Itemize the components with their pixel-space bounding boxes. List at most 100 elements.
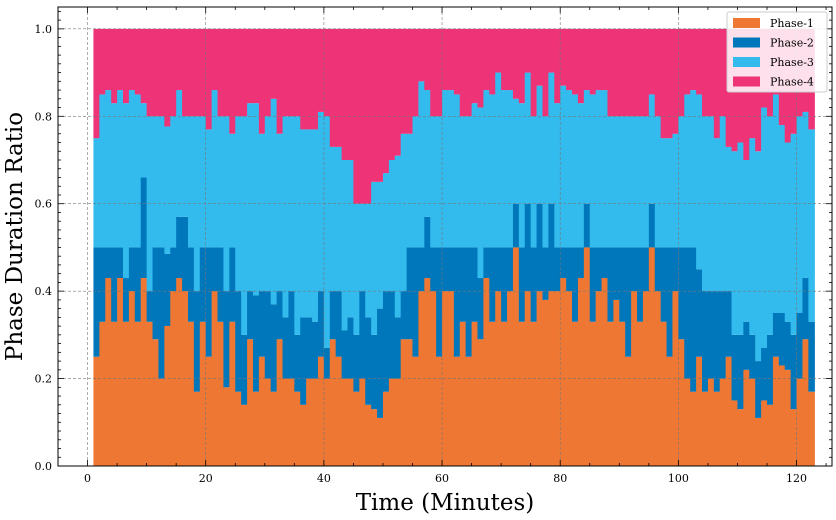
bar-segment-phase-2 <box>282 317 290 379</box>
bar-segment-phase-3 <box>371 181 378 335</box>
bar-segment-phase-3 <box>772 94 780 314</box>
bar-segment-phase-4 <box>99 28 106 95</box>
bar-segment-phase-4 <box>211 28 219 91</box>
bar-segment-phase-4 <box>572 28 579 95</box>
bar-segment-phase-1 <box>625 356 632 466</box>
bar-segment-phase-4 <box>495 28 502 73</box>
bar-segment-phase-1 <box>193 391 201 466</box>
bar-segment-phase-2 <box>211 247 219 292</box>
bar-segment-phase-2 <box>637 247 644 322</box>
bar-segment-phase-4 <box>388 28 396 160</box>
bar-segment-phase-1 <box>365 404 372 466</box>
bar-segment-phase-2 <box>678 247 685 340</box>
bar-segment-phase-1 <box>767 404 774 466</box>
bar-segment-phase-3 <box>359 203 366 292</box>
bar-segment-phase-1 <box>134 321 142 466</box>
bar-segment-phase-1 <box>713 391 721 466</box>
bar-segment-phase-4 <box>548 28 555 73</box>
bar-segment-phase-2 <box>252 295 260 392</box>
bar-segment-phase-2 <box>406 247 414 340</box>
bar-segment-phase-2 <box>808 321 815 392</box>
bar-segment-phase-3 <box>193 116 201 292</box>
bar-segment-phase-2 <box>784 321 792 370</box>
bar-segment-phase-2 <box>382 291 390 392</box>
bar-segment-phase-2 <box>418 247 425 292</box>
bar-segment-phase-3 <box>442 90 449 248</box>
bar-segment-phase-2 <box>323 347 331 379</box>
bar-segment-phase-2 <box>572 247 579 322</box>
bar-segment-phase-3 <box>247 103 254 292</box>
bar-segment-phase-4 <box>702 28 709 117</box>
bar-segment-phase-3 <box>542 116 549 248</box>
bar-segment-phase-2 <box>690 247 697 392</box>
bar-segment-phase-4 <box>459 28 467 117</box>
bar-segment-phase-4 <box>235 28 242 117</box>
bar-segment-phase-1 <box>105 278 112 466</box>
bar-segment-phase-1 <box>648 247 656 466</box>
bar-segment-phase-3 <box>507 90 514 248</box>
bar-segment-phase-3 <box>382 173 390 292</box>
bar-segment-phase-4 <box>465 28 473 117</box>
bar-segment-phase-2 <box>772 313 780 357</box>
x-tick-label: 80 <box>553 472 567 485</box>
bar-segment-phase-2 <box>607 247 614 322</box>
bar-segment-phase-2 <box>424 216 431 279</box>
bar-segment-phase-2 <box>767 334 774 405</box>
bar-segment-phase-2 <box>359 291 366 379</box>
bar-segment-phase-4 <box>105 28 112 91</box>
bar-segment-phase-3 <box>595 90 603 248</box>
bar-segment-phase-3 <box>312 129 319 322</box>
legend: Phase-1 Phase-2 Phase-3 Phase-4 <box>726 11 828 93</box>
bar-segment-phase-2 <box>205 247 213 357</box>
bar-segment-phase-3 <box>660 138 668 248</box>
bar-segment-phase-4 <box>613 28 620 117</box>
bar-segment-phase-3 <box>778 125 786 313</box>
bar-segment-phase-4 <box>258 28 266 134</box>
bar-segment-phase-1 <box>542 299 549 466</box>
bar-segment-phase-1 <box>453 356 461 466</box>
bar-segment-phase-4 <box>436 28 443 117</box>
bar-segment-phase-2 <box>128 247 136 292</box>
bar-segment-phase-2 <box>152 247 160 340</box>
bar-segment-phase-4 <box>489 28 496 95</box>
bar-segment-phase-3 <box>205 129 213 248</box>
x-tick-label: 120 <box>786 472 807 485</box>
bar-segment-phase-3 <box>737 142 744 335</box>
bar-segment-phase-1 <box>359 378 366 466</box>
bar-segment-phase-2 <box>182 216 189 292</box>
bar-segment-phase-2 <box>459 247 467 322</box>
bar-segment-phase-3 <box>802 111 809 279</box>
bar-segment-phase-1 <box>684 378 691 466</box>
bar-segment-phase-3 <box>377 181 384 309</box>
bar-segment-phase-2 <box>589 247 597 322</box>
y-axis-label: Phase Duration Ratio <box>2 112 28 361</box>
bar-segment-phase-1 <box>122 321 130 466</box>
bar-segment-phase-3 <box>211 90 219 248</box>
bar-segment-phase-4 <box>193 28 201 117</box>
bar-segment-phase-4 <box>170 28 177 117</box>
bar-segment-phase-1 <box>678 339 685 466</box>
bar-segment-phase-1 <box>784 369 792 466</box>
bar-segment-phase-2 <box>672 247 679 292</box>
bar-segment-phase-2 <box>294 334 301 392</box>
bar-segment-phase-1 <box>128 291 136 466</box>
bar-segment-phase-2 <box>258 291 266 357</box>
bar-segment-phase-4 <box>412 28 420 117</box>
bar-segment-phase-4 <box>512 28 520 99</box>
bar-segment-phase-2 <box>371 334 378 410</box>
bar-segment-phase-2 <box>790 334 798 410</box>
bar-segment-phase-3 <box>767 116 774 335</box>
bar-segment-phase-4 <box>270 28 278 99</box>
bar-segment-phase-1 <box>382 391 390 466</box>
bar-segment-phase-3 <box>152 116 160 248</box>
bar-segment-phase-2 <box>778 313 786 366</box>
bar-segment-phase-1 <box>394 378 402 466</box>
bar-segment-phase-4 <box>666 28 674 139</box>
bar-segment-phase-2 <box>601 247 609 279</box>
bar-segment-phase-3 <box>105 90 112 248</box>
bar-segment-phase-1 <box>187 321 195 466</box>
bar-segment-phase-4 <box>199 28 207 117</box>
bar-segment-phase-2 <box>122 278 130 322</box>
bar-segment-phase-4 <box>306 28 313 130</box>
bar-segment-phase-2 <box>193 291 201 392</box>
